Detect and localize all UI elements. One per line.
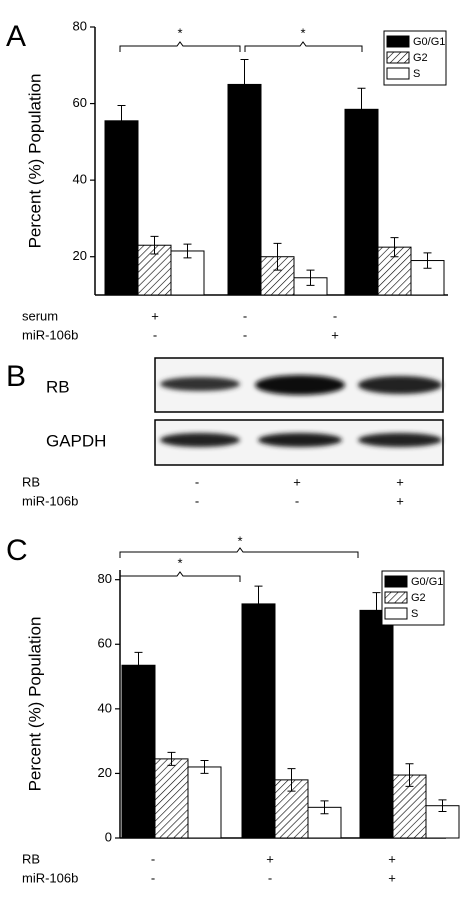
y-tick-label: 0 [105,829,112,844]
bar [137,244,172,296]
condition-value: - [151,870,155,885]
condition-value: - [153,327,157,342]
legend-swatch [386,67,410,80]
error-bar [423,252,432,269]
error-bar [240,59,249,85]
bar [241,603,276,839]
y-tick-label: 40 [98,700,112,715]
error-bar [150,235,159,255]
condition-value: + [293,474,301,489]
condition-label: RB [22,851,40,866]
error-bar [200,760,209,774]
y-tick-label: 20 [98,765,112,780]
y-tick-label: 80 [73,18,87,33]
legend-swatch [386,35,410,48]
significance-label: * [177,555,182,570]
legend-label: G2 [411,592,426,604]
panel-label: A [6,20,26,53]
bar [121,664,156,839]
panel-label: B [6,360,26,393]
condition-value: - [243,308,247,323]
error-bar [306,269,315,286]
blot: RB GAPDH [46,357,444,466]
y-tick-label: 80 [98,571,112,586]
bar [227,83,262,296]
significance-label: * [300,25,305,40]
significance-bracket [119,41,241,52]
blot-row-label: RB [46,377,70,396]
legend-label: S [411,608,418,620]
y-tick-label: 20 [73,248,87,263]
condition-label: RB [22,474,40,489]
error-bar [134,651,143,666]
y-tick-label: 60 [98,636,112,651]
bar [154,758,189,839]
condition-value: + [396,474,404,489]
legend-swatch [384,607,408,620]
error-bar [372,592,381,611]
significance-bracket [244,41,363,52]
y-axis-label: Percent (%) Population [25,74,44,249]
error-bar [320,800,329,815]
condition-value: - [243,327,247,342]
y-axis-label: Percent (%) Population [25,617,44,792]
band [255,375,345,395]
condition-value: + [331,327,339,342]
condition-label: serum [22,308,58,323]
legend-swatch [384,575,408,588]
significance-label: * [177,25,182,40]
legend-label: G2 [413,52,428,64]
bar [187,766,222,839]
significance-bracket [119,547,359,558]
condition-value: + [388,870,396,885]
condition-label: miR-106b [22,493,78,508]
y-tick-label: 60 [73,95,87,110]
condition-value: + [266,851,274,866]
bar [359,609,394,839]
band [358,433,442,447]
band [358,376,442,394]
condition-value: + [151,308,159,323]
band [258,433,342,447]
error-bar [390,237,399,258]
bar [344,108,379,296]
legend-swatch [386,51,410,64]
error-bar [117,104,126,121]
condition-value: - [333,308,337,323]
bands [160,375,442,447]
error-bar [438,799,447,813]
error-bar [273,242,282,271]
condition-value: - [195,474,199,489]
condition-label: miR-106b [22,327,78,342]
condition-label: miR-106b [22,870,78,885]
condition-value: + [396,493,404,508]
condition-value: + [388,851,396,866]
blot-row-label: GAPDH [46,431,106,450]
condition-value: - [268,870,272,885]
legend-label: S [413,68,420,80]
error-bar [405,763,414,787]
band [160,377,240,391]
condition-value: - [295,493,299,508]
bar [104,120,139,296]
panel-label: C [6,534,28,567]
y-tick-label: 40 [73,172,87,187]
significance-bracket [119,571,241,582]
error-bar [287,768,296,792]
band [160,433,240,447]
condition-value: - [151,851,155,866]
error-bar [254,585,263,604]
error-bar [183,243,192,259]
error-bar [357,87,366,110]
condition-value: - [195,493,199,508]
legend-label: G0/G1 [411,576,443,588]
legend-swatch [384,591,408,604]
legend-label: G0/G1 [413,36,445,48]
error-bar [167,751,176,766]
significance-label: * [237,533,242,548]
